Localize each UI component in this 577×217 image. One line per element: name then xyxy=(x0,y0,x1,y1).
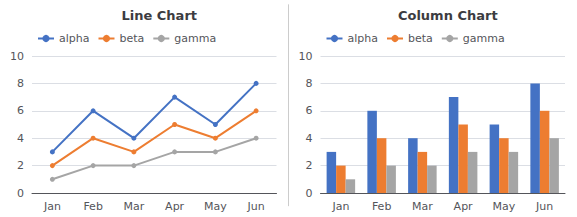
svg-text:10: 10 xyxy=(10,50,24,63)
svg-text:Mar: Mar xyxy=(123,200,144,213)
svg-text:Jan: Jan xyxy=(331,200,349,213)
svg-text:0: 0 xyxy=(306,187,313,200)
svg-text:0: 0 xyxy=(17,187,24,200)
svg-text:beta: beta xyxy=(119,32,144,45)
svg-text:6: 6 xyxy=(306,104,313,117)
svg-text:beta: beta xyxy=(408,32,433,45)
svg-text:alpha: alpha xyxy=(348,32,379,45)
svg-text:Jan: Jan xyxy=(43,200,61,213)
svg-text:10: 10 xyxy=(299,50,313,63)
svg-text:Feb: Feb xyxy=(83,200,102,213)
svg-text:Jun: Jun xyxy=(535,200,553,213)
svg-text:May: May xyxy=(493,200,516,213)
svg-text:Column Chart: Column Chart xyxy=(398,8,498,23)
svg-text:8: 8 xyxy=(306,77,313,90)
svg-text:Feb: Feb xyxy=(372,200,391,213)
svg-text:Mar: Mar xyxy=(412,200,433,213)
svg-text:6: 6 xyxy=(17,104,24,117)
svg-text:gamma: gamma xyxy=(463,32,505,45)
svg-text:Apr: Apr xyxy=(454,200,474,213)
svg-text:May: May xyxy=(204,200,227,213)
svg-text:Apr: Apr xyxy=(165,200,185,213)
svg-text:gamma: gamma xyxy=(174,32,216,45)
svg-text:alpha: alpha xyxy=(59,32,90,45)
svg-text:Line Chart: Line Chart xyxy=(121,8,197,23)
svg-text:2: 2 xyxy=(306,159,313,172)
svg-text:4: 4 xyxy=(17,132,24,145)
svg-text:8: 8 xyxy=(17,77,24,90)
svg-text:Jun: Jun xyxy=(247,200,265,213)
svg-text:2: 2 xyxy=(17,159,24,172)
svg-text:4: 4 xyxy=(306,132,313,145)
